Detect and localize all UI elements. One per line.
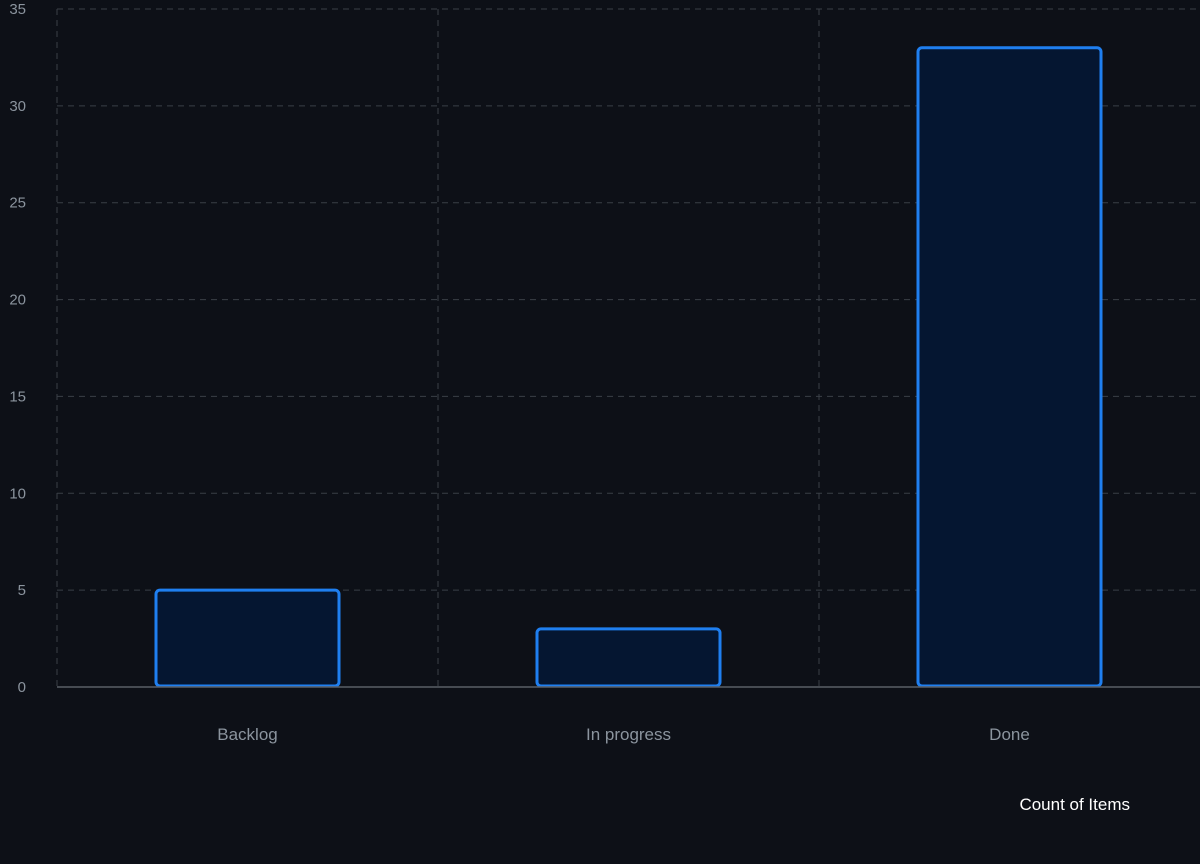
bar-backlog[interactable] bbox=[154, 588, 341, 688]
y-axis-tick-labels: 0 5 10 15 20 25 30 35 bbox=[9, 1, 26, 696]
y-tick-label: 35 bbox=[9, 1, 26, 18]
bar-in-progress[interactable] bbox=[535, 627, 722, 688]
y-tick-label: 20 bbox=[9, 292, 26, 309]
y-tick-label: 30 bbox=[9, 98, 26, 115]
bar-done[interactable] bbox=[916, 46, 1103, 688]
y-tick-label: 15 bbox=[9, 388, 26, 405]
x-axis-tick-labels: Backlog In progress Done bbox=[217, 725, 1030, 744]
x-tick-label: In progress bbox=[586, 725, 671, 744]
x-tick-label: Done bbox=[989, 725, 1030, 744]
legend-series-label: Count of Items bbox=[1019, 795, 1130, 814]
y-tick-label: 0 bbox=[18, 679, 26, 696]
x-tick-label: Backlog bbox=[217, 725, 277, 744]
y-tick-label: 5 bbox=[18, 582, 26, 599]
y-tick-label: 25 bbox=[9, 195, 26, 212]
bars bbox=[154, 46, 1103, 688]
y-tick-label: 10 bbox=[9, 485, 26, 502]
